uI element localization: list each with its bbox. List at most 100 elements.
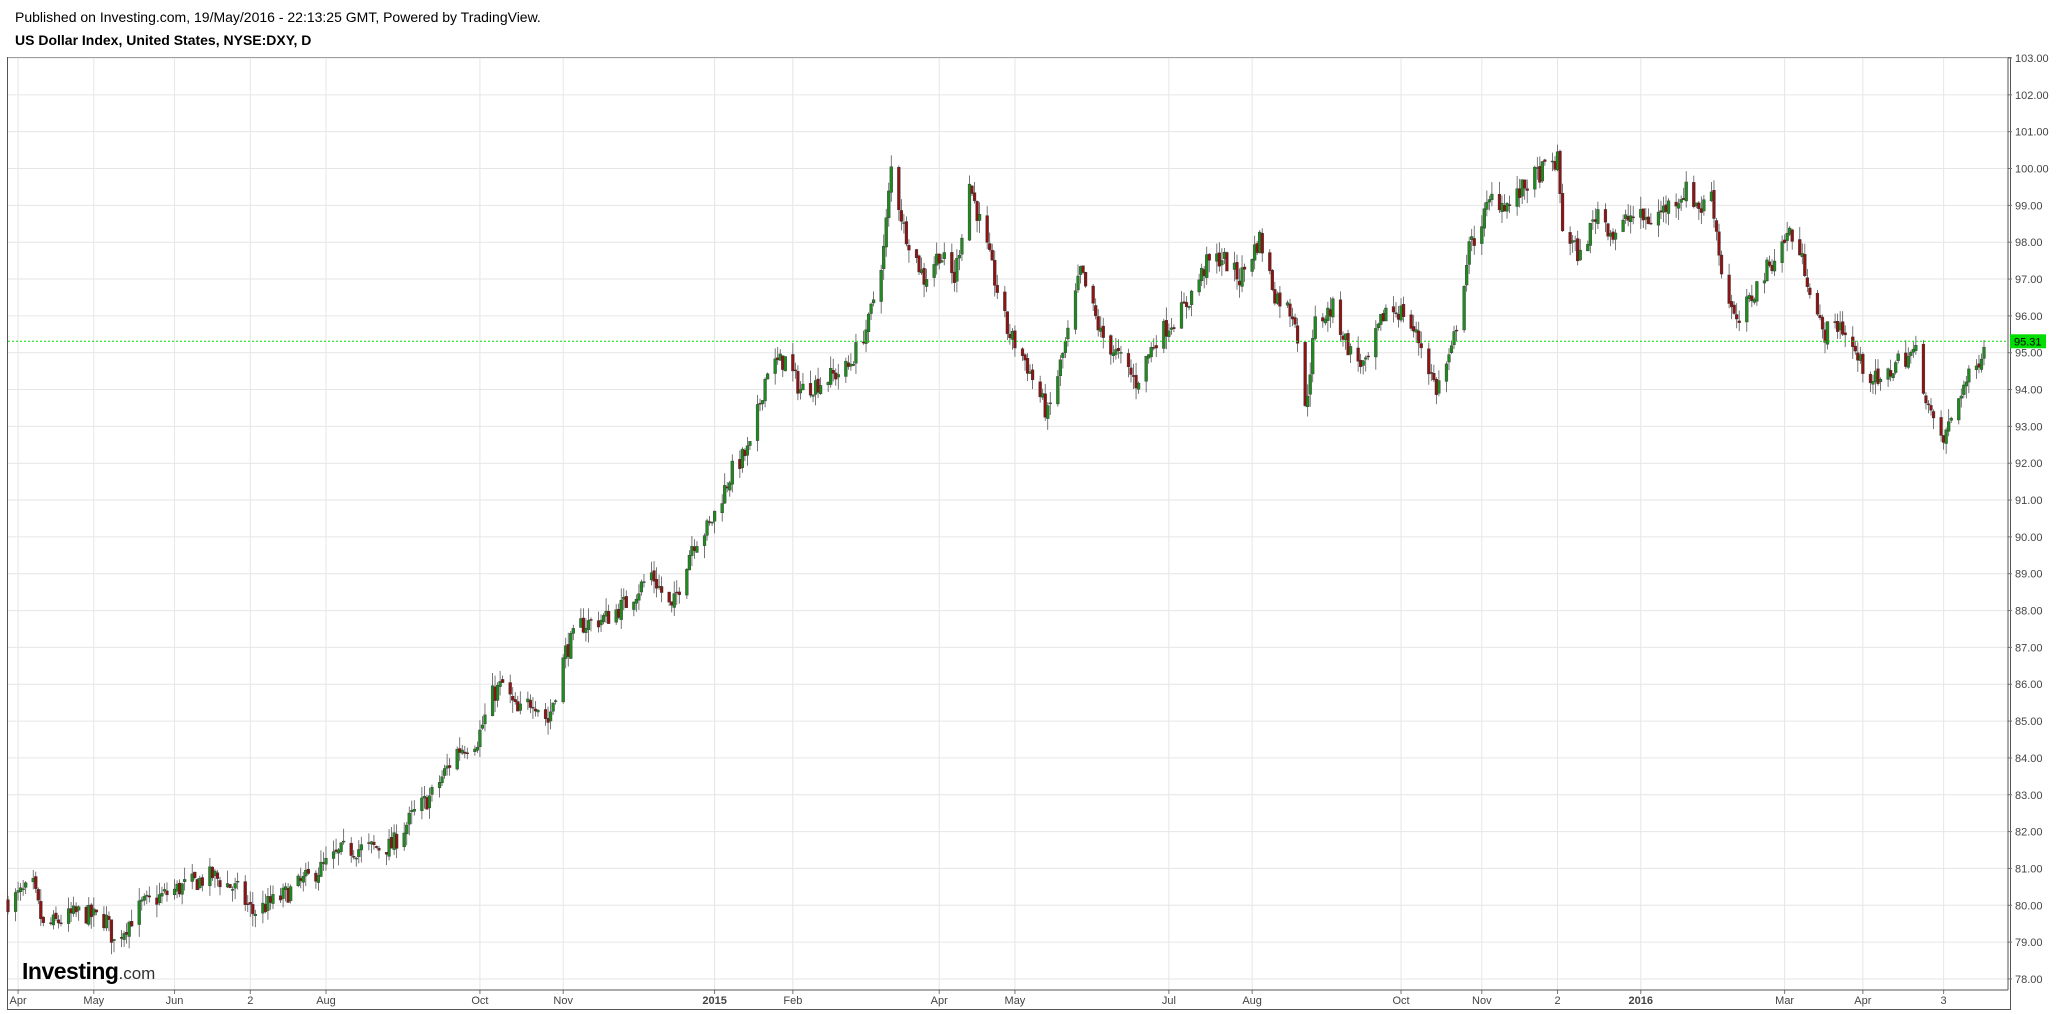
candle-down (1603, 209, 1608, 223)
candles (6, 144, 1986, 955)
candle-up (773, 358, 777, 374)
candle-down (372, 841, 376, 845)
candle-down (1818, 315, 1822, 318)
candle-up (1982, 346, 1986, 359)
candle-down (1003, 291, 1007, 312)
candle-down (39, 900, 43, 919)
candle-up (1465, 265, 1469, 286)
candle-down (1568, 232, 1572, 244)
candle-up (713, 510, 717, 522)
x-tick-label: 2015 (702, 995, 726, 1007)
candle-up (1364, 357, 1368, 360)
candle-up (783, 356, 787, 372)
candle-down (1798, 239, 1802, 256)
candle-down (1429, 372, 1433, 374)
candle-down (130, 921, 134, 927)
candle-up (253, 913, 257, 916)
candle-down (1507, 204, 1512, 206)
candle-down (1096, 316, 1100, 331)
candle-down (1543, 159, 1547, 162)
x-tick-label: Nov (553, 995, 573, 1007)
candle-up (1772, 260, 1777, 272)
candle-up (1384, 307, 1388, 322)
candle-up (1825, 321, 1830, 345)
candle-up (180, 883, 184, 895)
candle-down (352, 856, 356, 858)
candle-down (1803, 254, 1807, 277)
candle-up (1149, 346, 1153, 358)
candle-down (793, 369, 797, 372)
candle-up (1452, 331, 1456, 346)
candle-up (1957, 398, 1961, 421)
candle-up (1046, 405, 1050, 419)
candle-up (1197, 279, 1201, 293)
candle-up (1313, 316, 1317, 339)
candle-up (266, 895, 270, 911)
candle-down (215, 872, 220, 879)
candle-up (160, 892, 164, 897)
candle-down (1217, 252, 1221, 267)
candle-up (766, 373, 770, 380)
candle-down (1861, 353, 1865, 374)
candle-up (851, 364, 856, 366)
candle-up (1240, 267, 1244, 287)
x-tick-label: 2 (1554, 995, 1560, 1007)
candle-up (1762, 280, 1767, 284)
candle-up (798, 389, 803, 394)
candle-down (501, 679, 505, 683)
candle-down (248, 902, 252, 905)
candle-up (1063, 340, 1067, 353)
y-tick-label: 99.00 (2015, 200, 2043, 212)
candle-down (667, 591, 671, 603)
candle-down (511, 696, 515, 701)
y-tick-label: 89.00 (2015, 569, 2043, 581)
candle-up (1613, 232, 1618, 240)
candle-down (1646, 216, 1650, 225)
x-tick-label: Oct (471, 995, 488, 1007)
candle-down (1851, 336, 1855, 348)
candle-up (66, 908, 71, 924)
candle-up (359, 844, 363, 851)
candle-up (157, 894, 162, 904)
candle-up (1348, 346, 1353, 355)
candle-down (1427, 348, 1431, 375)
candle-down (1815, 292, 1820, 315)
candle-down (1820, 316, 1825, 330)
candle-down (904, 221, 909, 245)
y-tick-label: 93.00 (2015, 421, 2043, 433)
candle-down (1606, 223, 1610, 237)
candle-up (1323, 318, 1327, 324)
investing-logo: Investing.com (22, 958, 155, 985)
candle-up (1311, 338, 1315, 375)
candle-down (1767, 261, 1772, 266)
candle-down (465, 752, 469, 755)
candle-up (162, 889, 167, 892)
candle-down (1697, 202, 1701, 209)
candle-down (1719, 254, 1724, 275)
candle-down (218, 880, 222, 888)
candle-up (745, 445, 750, 456)
candle-up (427, 795, 432, 809)
candle-down (1101, 325, 1105, 338)
candle-up (1470, 236, 1474, 240)
candle-down (448, 765, 452, 768)
candle-up (1487, 199, 1491, 203)
candle-up (1949, 417, 1953, 421)
candle-up (1220, 260, 1224, 266)
candle-up (642, 581, 646, 583)
candle-down (970, 185, 974, 194)
candle-up (21, 888, 25, 890)
y-tick-label: 80.00 (2015, 900, 2043, 912)
candle-up (77, 906, 81, 911)
candle-up (478, 729, 482, 748)
candle-down (1926, 403, 1931, 406)
candle-up (455, 748, 459, 770)
candle-down (1134, 374, 1138, 389)
candle-down (1853, 345, 1857, 352)
y-tick-label: 83.00 (2015, 790, 2043, 802)
candle-down (34, 876, 38, 889)
candle-down (1126, 353, 1131, 368)
candle-up (632, 601, 636, 610)
grid-lines (8, 57, 2008, 990)
